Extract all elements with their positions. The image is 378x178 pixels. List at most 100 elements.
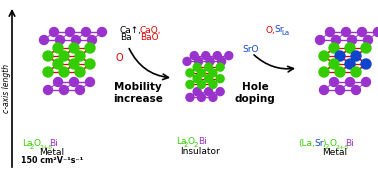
Circle shape xyxy=(85,43,95,53)
Circle shape xyxy=(59,85,68,95)
Circle shape xyxy=(351,67,361,77)
Text: 150 cm²V⁻¹s⁻¹: 150 cm²V⁻¹s⁻¹ xyxy=(21,156,83,165)
Circle shape xyxy=(197,69,205,77)
Circle shape xyxy=(218,57,226,65)
Circle shape xyxy=(330,77,339,87)
Circle shape xyxy=(71,35,81,44)
Text: Ca↑,: Ca↑, xyxy=(120,25,142,35)
Circle shape xyxy=(341,27,350,36)
Circle shape xyxy=(332,35,341,44)
Text: 2+δ: 2+δ xyxy=(335,145,348,150)
Circle shape xyxy=(347,35,356,44)
Text: 2: 2 xyxy=(194,142,198,148)
Circle shape xyxy=(193,75,201,83)
Circle shape xyxy=(216,88,224,96)
Text: O: O xyxy=(188,137,195,146)
Circle shape xyxy=(204,88,213,96)
Circle shape xyxy=(216,63,224,71)
Circle shape xyxy=(358,27,367,36)
Circle shape xyxy=(53,43,63,53)
Text: SrO: SrO xyxy=(242,46,259,54)
Circle shape xyxy=(209,80,217,88)
Circle shape xyxy=(69,59,79,69)
Circle shape xyxy=(186,69,194,77)
Circle shape xyxy=(98,27,107,36)
Circle shape xyxy=(361,77,370,87)
Circle shape xyxy=(59,67,69,77)
Circle shape xyxy=(209,69,217,77)
Circle shape xyxy=(335,51,345,61)
Circle shape xyxy=(352,85,361,95)
Text: BaO: BaO xyxy=(140,33,159,43)
Circle shape xyxy=(319,51,329,61)
Circle shape xyxy=(54,77,62,87)
Text: c-axis length: c-axis length xyxy=(3,63,11,112)
Circle shape xyxy=(197,93,205,101)
Circle shape xyxy=(345,59,355,69)
Text: Hole
doping: Hole doping xyxy=(235,82,276,104)
Circle shape xyxy=(345,43,355,53)
Circle shape xyxy=(209,93,217,101)
Circle shape xyxy=(204,75,213,83)
Text: O: O xyxy=(33,139,40,148)
Text: 2: 2 xyxy=(184,142,188,148)
Circle shape xyxy=(183,57,191,65)
Circle shape xyxy=(75,67,85,77)
Circle shape xyxy=(69,43,79,53)
Circle shape xyxy=(202,52,210,60)
Text: Sr: Sr xyxy=(274,25,284,35)
Circle shape xyxy=(43,85,53,95)
Circle shape xyxy=(345,77,355,87)
Circle shape xyxy=(213,52,221,60)
Circle shape xyxy=(43,67,53,77)
Circle shape xyxy=(325,27,335,36)
Circle shape xyxy=(316,35,324,44)
Circle shape xyxy=(216,75,224,83)
Circle shape xyxy=(43,51,53,61)
Circle shape xyxy=(361,43,371,53)
Circle shape xyxy=(65,27,74,36)
Circle shape xyxy=(193,88,201,96)
Circle shape xyxy=(186,80,194,88)
Circle shape xyxy=(373,27,378,36)
Circle shape xyxy=(329,43,339,53)
Circle shape xyxy=(351,51,361,61)
Text: O: O xyxy=(329,139,336,148)
Circle shape xyxy=(39,35,48,44)
Circle shape xyxy=(50,27,59,36)
Text: Sr: Sr xyxy=(314,139,324,148)
Text: CaO,: CaO, xyxy=(140,25,161,35)
Circle shape xyxy=(225,52,233,60)
Text: La: La xyxy=(22,139,33,148)
Circle shape xyxy=(76,85,85,95)
Text: Ba: Ba xyxy=(120,33,132,43)
Circle shape xyxy=(197,80,205,88)
Text: ): ) xyxy=(322,139,325,148)
Text: O: O xyxy=(116,53,124,63)
Text: La: La xyxy=(281,30,289,36)
Circle shape xyxy=(53,59,63,69)
Text: 2: 2 xyxy=(325,144,329,150)
Circle shape xyxy=(186,93,194,101)
Text: Bi: Bi xyxy=(345,139,354,148)
Circle shape xyxy=(59,51,69,61)
Circle shape xyxy=(364,35,372,44)
Circle shape xyxy=(206,57,214,65)
Text: (La,: (La, xyxy=(298,139,315,148)
Circle shape xyxy=(319,85,328,95)
Circle shape xyxy=(193,63,201,71)
Circle shape xyxy=(85,59,95,69)
Circle shape xyxy=(82,27,90,36)
Circle shape xyxy=(85,77,94,87)
Circle shape xyxy=(195,57,203,65)
Text: Bi: Bi xyxy=(198,137,207,146)
Text: Metal: Metal xyxy=(39,148,65,157)
Circle shape xyxy=(87,35,96,44)
Text: Mobility
increase: Mobility increase xyxy=(113,82,163,104)
Text: 2+δ: 2+δ xyxy=(39,145,52,150)
Circle shape xyxy=(335,67,345,77)
Text: O,: O, xyxy=(266,25,276,35)
Text: Insulator: Insulator xyxy=(180,147,220,156)
Circle shape xyxy=(361,59,371,69)
Circle shape xyxy=(56,35,65,44)
